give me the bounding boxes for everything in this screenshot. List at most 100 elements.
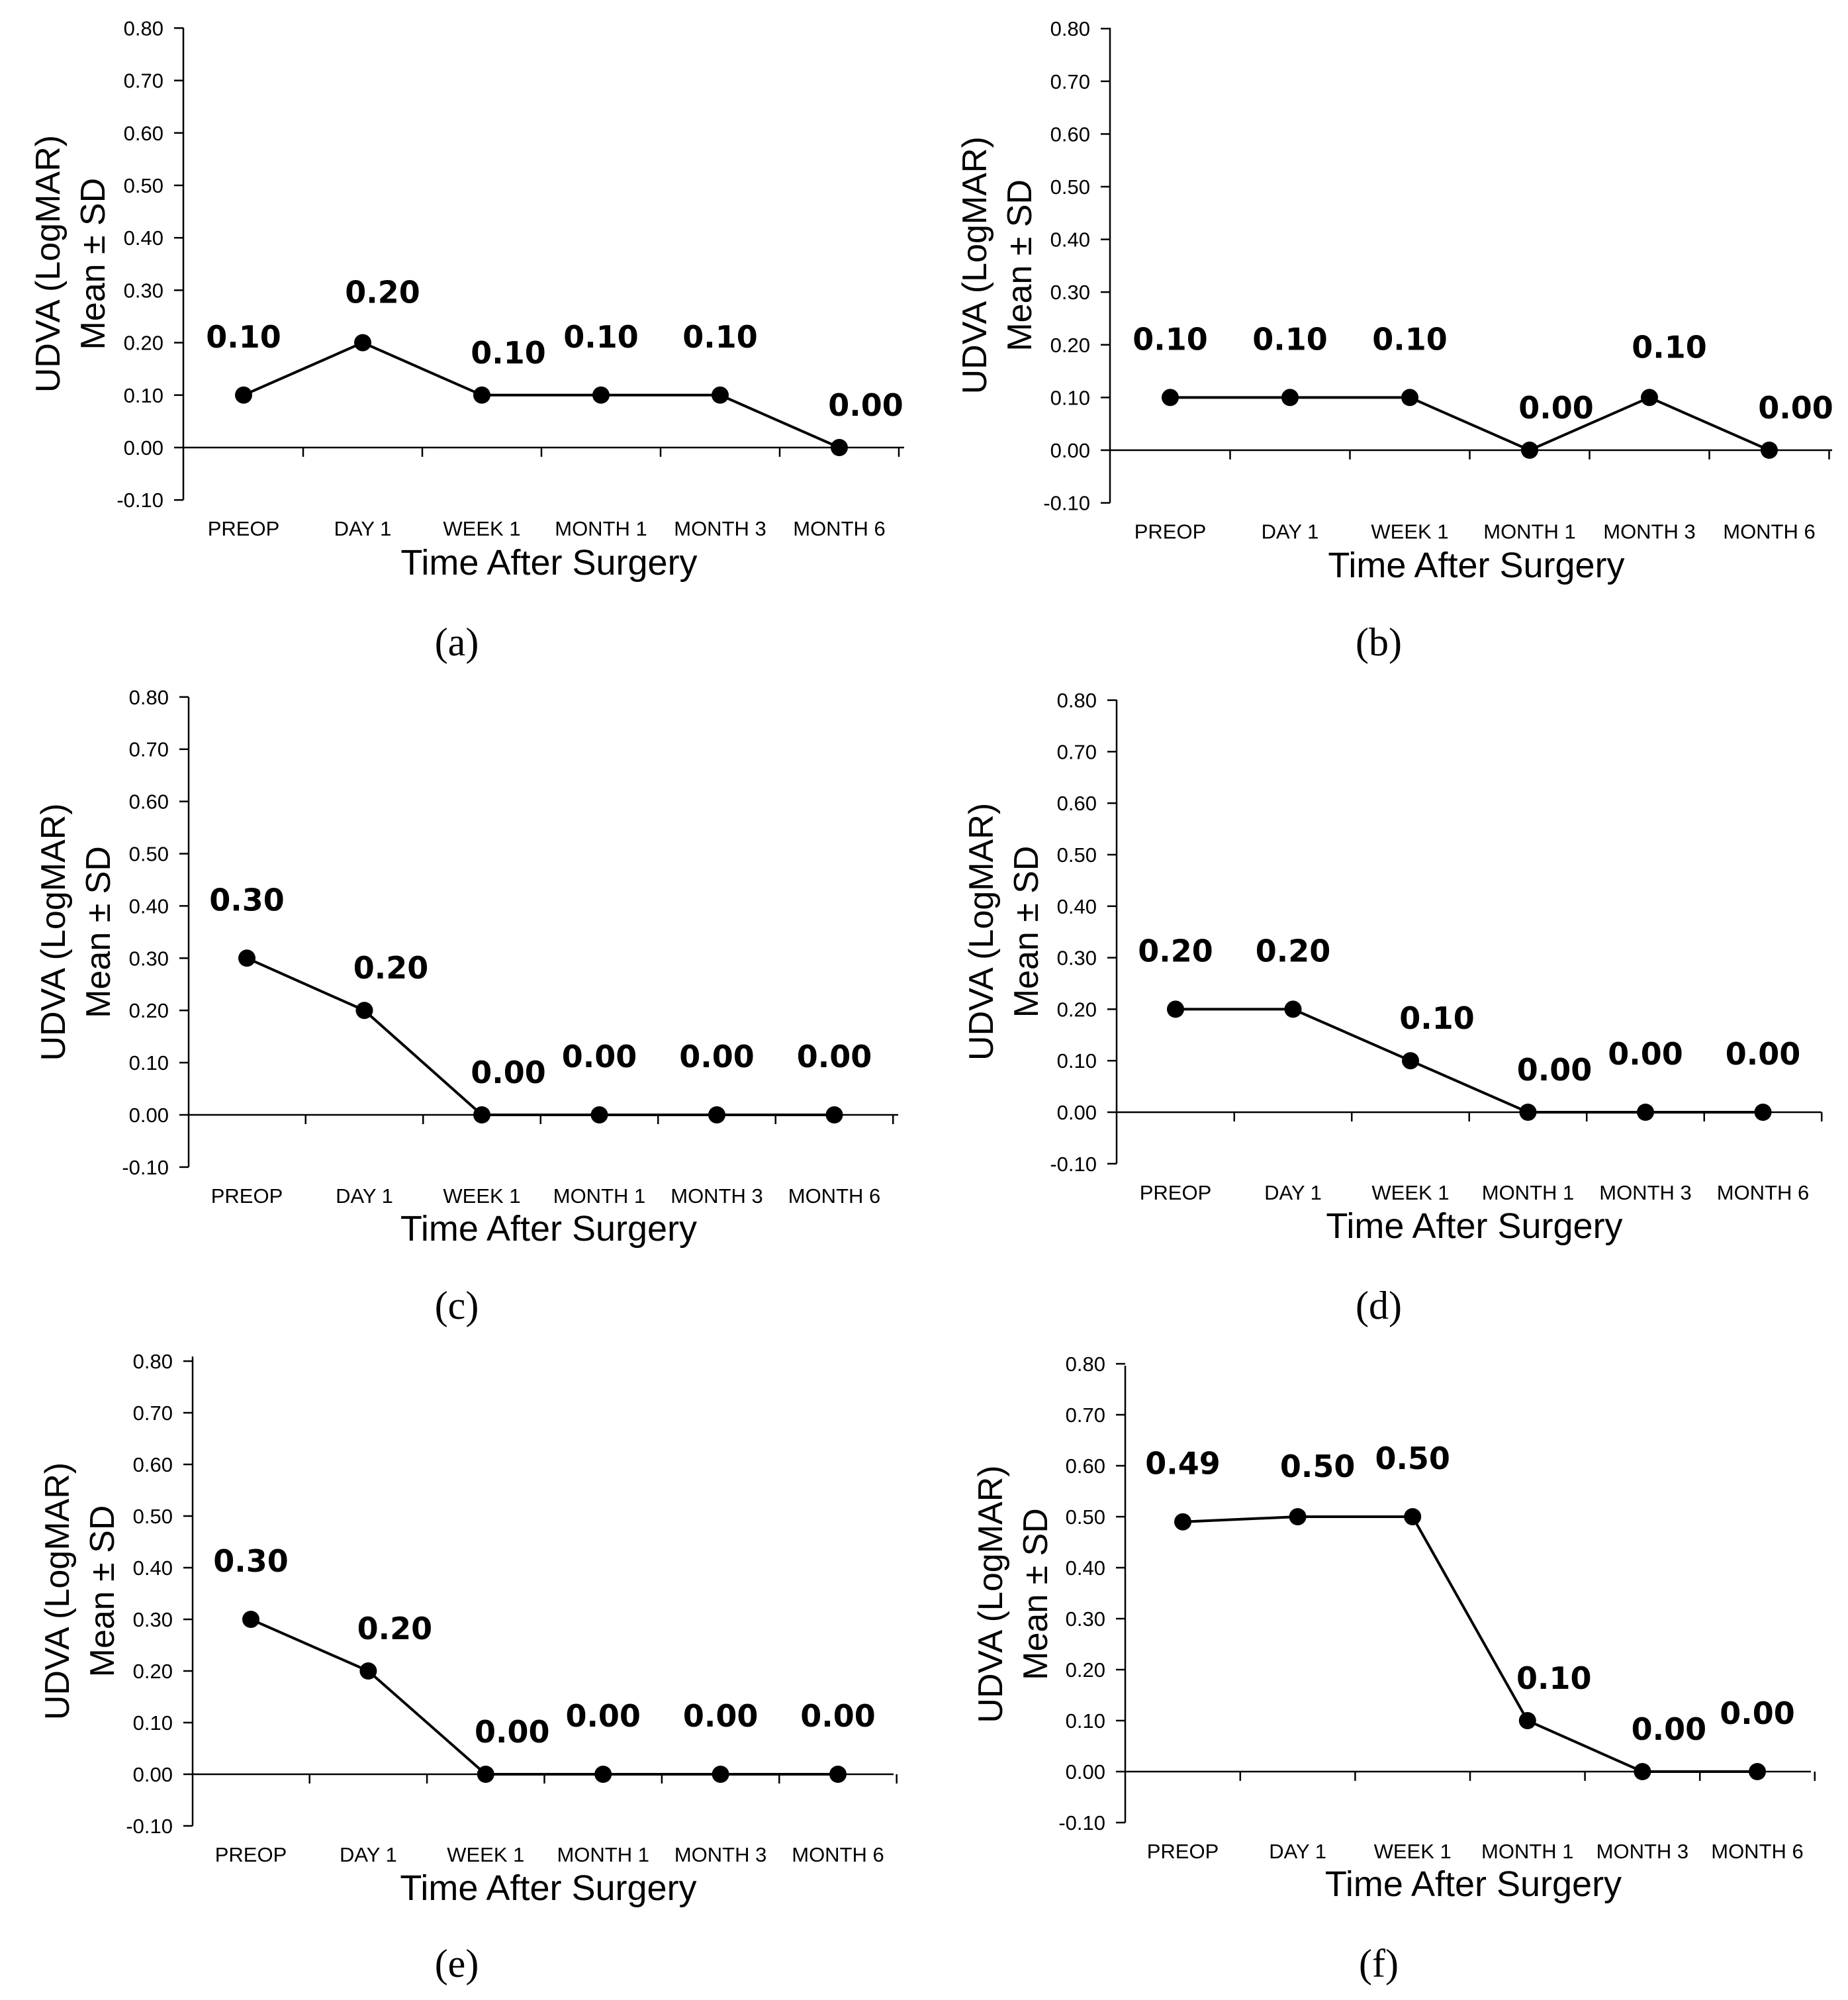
y-tick-label: 0.80 [1066, 1353, 1105, 1376]
panel-caption: (c) [435, 1284, 479, 1327]
data-label: 0.10 [1252, 321, 1328, 357]
data-label: 0.00 [800, 1698, 876, 1734]
y-tick-label: 0.70 [124, 70, 163, 93]
y-tick-label: 0.20 [1050, 334, 1090, 357]
data-label: 0.00 [565, 1698, 641, 1734]
x-tick-label: PREOP [215, 1843, 287, 1866]
chart-panel-f: 0.80 0.70 0.60 0.50 0.40 0.30 0.20 0.10 0.00 -0.1… [972, 1353, 1816, 1985]
x-tick-label: MONTH 1 [553, 1184, 646, 1208]
panel-caption: (e) [435, 1942, 479, 1985]
x-tick-label: PREOP [208, 517, 280, 540]
chart-panel-d: 0.80 0.70 0.60 0.50 0.40 0.30 0.20 0.10 0.00 -0.1… [962, 689, 1823, 1327]
y-tick-label: 0.30 [129, 947, 169, 970]
x-tick-label: MONTH 3 [1596, 1840, 1689, 1863]
x-tick-label: MONTH 1 [1483, 520, 1576, 544]
panel-caption: (d) [1356, 1284, 1402, 1327]
data-point [708, 1106, 725, 1123]
data-point [1634, 1763, 1651, 1780]
y-tick-label: 0.00 [1050, 439, 1090, 462]
y-axis-title-line-1: UDVA (LogMAR) [972, 1465, 1010, 1723]
x-tick-label: PREOP [211, 1184, 283, 1208]
data-point [477, 1766, 494, 1783]
series-line [243, 341, 840, 449]
y-tick-label: 0.50 [1057, 843, 1097, 867]
data-point [1761, 442, 1778, 459]
y-tick-label: 0.50 [133, 1505, 173, 1528]
y-tick-label: 0.40 [1066, 1556, 1105, 1580]
x-tick-label: MONTH 3 [674, 1843, 767, 1866]
data-label: 0.00 [1517, 1052, 1593, 1088]
x-tick-label: WEEK 1 [447, 1843, 524, 1866]
x-tick-label: DAY 1 [1269, 1840, 1326, 1863]
x-axis-title: Time After Surgery [1328, 546, 1624, 585]
data-label: 0.00 [475, 1714, 550, 1750]
data-label: 0.10 [471, 335, 546, 371]
data-label: 0.20 [1256, 933, 1331, 969]
y-tick-label: 0.30 [1050, 281, 1090, 304]
y-tick-label: 0.40 [1050, 228, 1090, 252]
x-tick-label: MONTH 6 [1723, 520, 1816, 544]
data-label: 0.20 [345, 275, 420, 310]
data-label: 0.50 [1375, 1441, 1450, 1476]
y-tick-label: 0.10 [133, 1711, 173, 1735]
data-label: 0.20 [353, 950, 429, 986]
y-tick-label: 0.70 [1050, 70, 1090, 93]
x-tick-label: WEEK 1 [1374, 1840, 1452, 1863]
panel-caption: (f) [1359, 1942, 1399, 1985]
data-label: 0.10 [563, 319, 639, 355]
x-tick-label: DAY 1 [336, 1184, 393, 1208]
x-tick-label: MONTH 6 [1711, 1840, 1804, 1863]
series-line [1176, 1008, 1763, 1114]
data-point [1519, 1104, 1537, 1121]
y-tick-label: 0.30 [1066, 1607, 1105, 1631]
data-point [1637, 1104, 1654, 1121]
y-tick-label: 0.10 [1050, 386, 1090, 409]
x-tick-label: WEEK 1 [443, 517, 520, 540]
y-axis-title-line-1: UDVA (LogMAR) [962, 803, 1001, 1061]
data-point [592, 386, 610, 404]
chart-panel-a: 0.80 0.70 0.60 0.50 0.40 0.30 0.20 0.10 0.00 -0.1… [29, 17, 904, 664]
data-label: 0.20 [357, 1611, 433, 1646]
y-tick-label: 0.00 [124, 436, 163, 459]
y-tick-label: 0.60 [133, 1453, 173, 1476]
y-axis-title-line-2: Mean ± SD [79, 846, 118, 1018]
data-label: 0.49 [1145, 1446, 1221, 1482]
y-axis-title-line-1: UDVA (LogMAR) [34, 803, 73, 1061]
y-tick-label: 0.80 [124, 17, 163, 40]
data-point [242, 1611, 259, 1628]
y-axis-title-line-2: Mean ± SD [1017, 1508, 1055, 1680]
chart-panel-e: 0.80 0.70 0.60 0.50 0.40 0.30 0.20 0.10 0.00 -0.1… [38, 1350, 898, 1985]
panel-caption: (b) [1356, 620, 1402, 664]
x-tick-label: WEEK 1 [443, 1184, 520, 1208]
y-tick-label: 0.60 [1066, 1454, 1105, 1478]
data-point [712, 386, 729, 404]
data-point [473, 386, 490, 404]
x-tick-label: DAY 1 [1262, 520, 1319, 544]
y-axis-title-line-1: UDVA (LogMAR) [38, 1462, 77, 1720]
x-axis-title: Time After Surgery [400, 1209, 697, 1249]
data-label: 0.50 [1280, 1449, 1356, 1484]
data-label: 0.10 [1399, 1000, 1475, 1036]
data-label: 0.00 [683, 1698, 759, 1734]
data-label: 0.00 [1608, 1036, 1683, 1072]
data-point [1641, 389, 1658, 406]
y-tick-label: 0.80 [129, 686, 169, 709]
y-axis-title-line-1: UDVA (LogMAR) [956, 136, 994, 394]
y-axis-title-line-2: Mean ± SD [74, 178, 113, 350]
x-tick-label: MONTH 1 [557, 1843, 649, 1866]
x-tick-label: PREOP [1140, 1181, 1212, 1204]
y-tick-label: 0.70 [1066, 1404, 1105, 1427]
x-tick-label: MONTH 3 [1599, 1181, 1692, 1204]
data-label: 0.00 [1518, 390, 1594, 426]
data-point [1749, 1763, 1766, 1780]
data-label: 0.30 [209, 882, 285, 918]
y-tick-label: 0.20 [133, 1660, 173, 1683]
data-point [1162, 389, 1179, 406]
y-tick-label: 0.10 [129, 1051, 169, 1074]
y-tick-label: 0.30 [133, 1608, 173, 1631]
x-tick-label: WEEK 1 [1371, 1181, 1449, 1204]
data-point [235, 386, 252, 404]
y-tick-label: 0.70 [129, 738, 169, 761]
data-point [1754, 1104, 1772, 1121]
